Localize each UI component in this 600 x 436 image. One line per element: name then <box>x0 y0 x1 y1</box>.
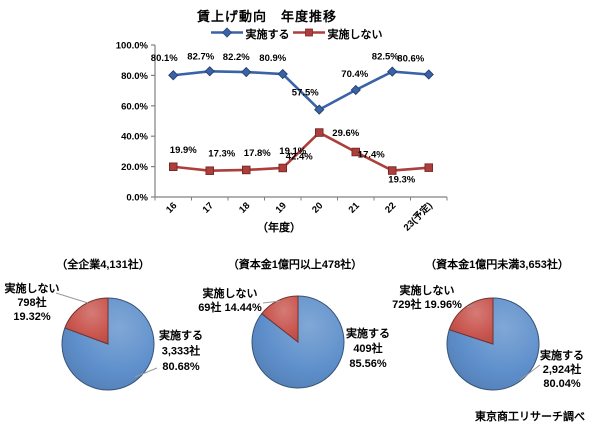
pie-label-not-implement: 729社 19.96% <box>392 297 462 311</box>
data-label: 57.5% <box>292 88 319 99</box>
series-not-implement: 19.9% 17.3% 17.8% 19.1%42.4% 29.6% 17.4% 19.3% <box>168 128 434 186</box>
leader-line <box>519 364 541 381</box>
pie-label-implement: 80.68% <box>162 361 200 373</box>
data-point <box>351 147 361 157</box>
leader-line <box>262 300 281 304</box>
data-point <box>241 66 252 78</box>
pie-label-not-implement: 実施しない <box>203 286 258 300</box>
data-label: 80.6% <box>397 53 424 64</box>
x-tick-label: 16 <box>164 200 179 215</box>
y-tick-label: 20.0% <box>121 162 148 173</box>
pie-label-implement: 実施する <box>346 326 390 340</box>
data-label: 42.4% <box>286 152 313 163</box>
data-point <box>315 128 324 137</box>
y-tick-label: 40.0% <box>121 132 148 143</box>
pie-title-capital-under-100m: （資本金1億円未満3,653社） <box>425 259 569 271</box>
data-label: 82.2% <box>223 52 250 63</box>
data-label: 70.4% <box>341 69 368 80</box>
pie-label-not-implement: 798社 <box>17 295 46 309</box>
line-square-marker-icon <box>292 25 326 43</box>
data-point <box>278 163 288 173</box>
pie-title-all-companies: （全企業4,131社） <box>56 259 150 271</box>
data-label: 19.3% <box>388 175 415 186</box>
data-label: 17.8% <box>244 148 271 159</box>
data-point <box>168 162 178 172</box>
data-label: 17.3% <box>208 149 235 160</box>
pie-label-implement: 80.04% <box>543 378 581 390</box>
data-point <box>204 66 215 77</box>
data-point <box>388 166 397 175</box>
pie-label-not-implement: 実施しない <box>400 283 455 297</box>
data-label: 19.9% <box>170 145 197 156</box>
y-axis: 0.0% 20.0% 40.0% 60.0% 80.0% 100.0% <box>116 41 156 204</box>
leader-line <box>466 304 475 308</box>
data-point <box>205 166 214 175</box>
line-diamond-marker-icon <box>210 25 244 43</box>
x-tick-label: 18 <box>237 200 252 215</box>
x-tick-label: 23(予定) <box>401 200 435 234</box>
data-label: 82.7% <box>187 51 214 62</box>
pie-label-implement: 2,924社 <box>543 362 582 376</box>
data-point <box>241 165 251 175</box>
pie-label-implement: 実施する <box>540 348 584 362</box>
legend-item-implement: 実施する <box>210 25 290 43</box>
pie-title-capital-over-100m: （資本金1億円以上478社） <box>227 259 363 271</box>
data-label: 19.1% <box>279 146 306 157</box>
pie-slice-not-implement <box>261 295 299 344</box>
pie-slice-not-implement <box>448 297 494 345</box>
pie-label-implement: 3,333社 <box>162 344 201 358</box>
series-implement: 80.1% 82.7% 82.2% 80.9% 57.5% 70.4% 82.5%80.6% <box>151 51 434 115</box>
data-label: 80.1% <box>151 53 178 64</box>
page-title: 賃上げ動向 年度推移 <box>196 9 337 24</box>
x-axis-title: （年度） <box>257 220 301 234</box>
pie-label-implement: 409社 <box>353 341 382 355</box>
x-tick-label: 21 <box>347 200 363 216</box>
pie-charts: 実施しない798社19.32%実施する3,333社80.68%実施しない69社 … <box>5 281 584 391</box>
data-point <box>168 70 179 81</box>
data-point <box>314 104 325 115</box>
data-label: 80.9% <box>259 53 286 64</box>
x-tick-label: 19 <box>274 200 289 215</box>
pie-label-not-implement: 実施しない <box>5 281 60 295</box>
data-label: 82.5% <box>372 52 399 63</box>
data-point <box>277 68 288 80</box>
data-label: 17.4% <box>358 150 385 161</box>
legend-label-implement: 実施する <box>245 29 290 41</box>
x-tick-label: 20 <box>310 200 325 215</box>
data-point <box>387 66 398 77</box>
y-tick-label: 100.0% <box>116 41 149 52</box>
x-tick-label: 17 <box>201 200 216 215</box>
y-tick-label: 60.0% <box>121 101 148 112</box>
leader-line <box>55 292 89 304</box>
leader-line <box>134 367 158 378</box>
line-chart-legend: 実施する 実施しない <box>0 25 592 43</box>
data-point <box>350 84 361 96</box>
y-tick-label: 80.0% <box>121 71 148 82</box>
data-point <box>424 163 434 172</box>
pie-label-not-implement: 69社 14.44% <box>198 300 262 314</box>
line-chart: 0.0% 20.0% 40.0% 60.0% 80.0% 100.0% 16 17 18 19 20… <box>116 41 448 234</box>
data-label: 29.6% <box>332 128 359 139</box>
pie-label-not-implement: 19.32% <box>13 311 51 323</box>
y-tick-label: 0.0% <box>126 193 148 204</box>
pie-label-implement: 実施する <box>159 328 203 342</box>
legend-item-not-implement: 実施しない <box>292 25 383 43</box>
x-axis: 16 17 18 19 20 21 22 23(予定) （年度） <box>154 196 448 234</box>
pie-label-implement: 85.56% <box>349 358 387 370</box>
legend-label-not-implement: 実施しない <box>327 29 383 41</box>
data-point <box>423 69 434 80</box>
pie-slice-not-implement <box>64 297 109 345</box>
source-credit: 東京商工リサーチ調べ <box>475 411 585 423</box>
x-tick-label: 22 <box>383 200 398 215</box>
